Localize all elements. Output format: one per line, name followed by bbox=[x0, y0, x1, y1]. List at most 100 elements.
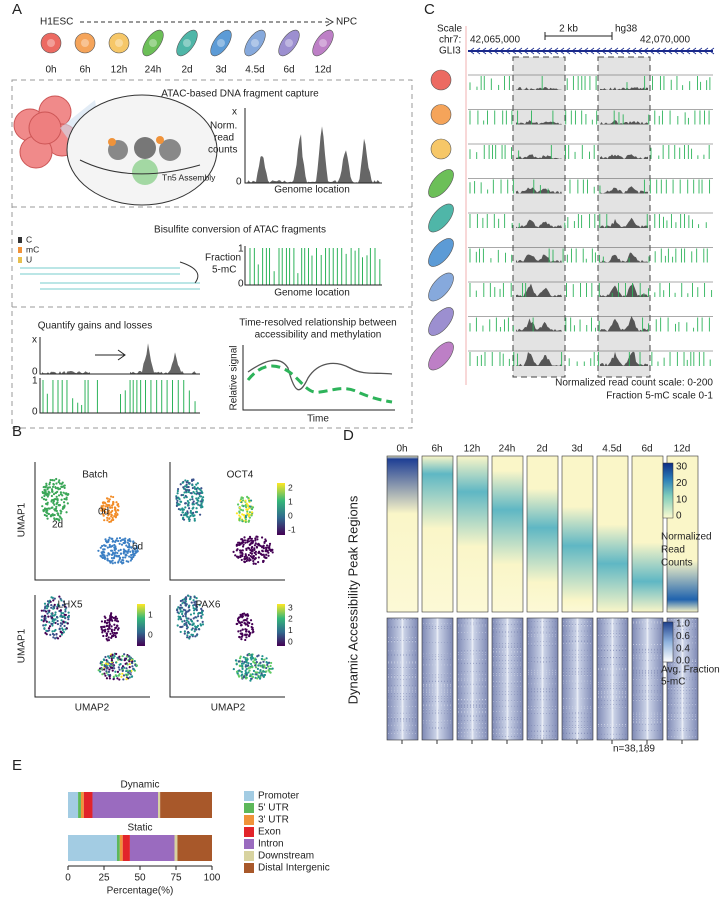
cell-point bbox=[247, 671, 250, 674]
cell-point bbox=[195, 483, 198, 486]
cell-point bbox=[246, 495, 249, 498]
cell-point bbox=[186, 499, 189, 503]
cell-point bbox=[119, 552, 123, 555]
timepoint-label: 12d bbox=[674, 444, 691, 455]
cell-point bbox=[116, 551, 119, 555]
cell-point bbox=[52, 618, 55, 621]
cell-point bbox=[100, 507, 103, 510]
cell-point bbox=[187, 488, 191, 492]
genome-tracks bbox=[428, 69, 713, 371]
cell-point bbox=[187, 610, 190, 613]
cell-point bbox=[260, 672, 263, 675]
cell-point bbox=[185, 481, 188, 484]
cell-point bbox=[259, 674, 262, 677]
cell-point bbox=[250, 537, 253, 540]
cell-point bbox=[238, 511, 241, 514]
cell-point bbox=[251, 666, 254, 669]
cell-point bbox=[256, 543, 259, 546]
cell-point bbox=[62, 620, 65, 623]
axis bbox=[39, 337, 200, 414]
cell-point bbox=[59, 491, 63, 494]
cell-point bbox=[193, 630, 196, 633]
colorbar bbox=[277, 604, 285, 646]
cell-point bbox=[62, 501, 66, 504]
cell-point bbox=[251, 673, 254, 676]
cell-point bbox=[256, 655, 259, 658]
cell-point bbox=[43, 602, 47, 605]
cell-point bbox=[190, 492, 193, 495]
cell-point bbox=[56, 619, 59, 623]
cell-point bbox=[108, 675, 111, 678]
cell-point bbox=[125, 560, 128, 563]
cell-point bbox=[184, 479, 187, 482]
y-max: 1 bbox=[238, 244, 244, 255]
coordinate: 42,070,000 bbox=[640, 35, 690, 46]
cell-point bbox=[110, 553, 114, 556]
cell-point bbox=[106, 546, 109, 549]
cell-point bbox=[121, 538, 124, 541]
cell-point bbox=[135, 664, 139, 667]
cell-point bbox=[117, 505, 120, 508]
cell-point bbox=[194, 628, 197, 631]
cell-point bbox=[114, 635, 117, 639]
cell-point bbox=[249, 619, 253, 622]
cell-point bbox=[115, 661, 118, 664]
cell-point bbox=[235, 670, 239, 673]
cell-point bbox=[63, 624, 66, 628]
cell-point bbox=[106, 519, 109, 522]
cell-point bbox=[241, 660, 244, 663]
cell-point bbox=[181, 625, 184, 628]
y-max: x bbox=[232, 107, 237, 118]
cell-point bbox=[114, 539, 118, 542]
colorbar-tick: -1 bbox=[288, 524, 296, 534]
cell-point bbox=[254, 658, 258, 661]
cell-point bbox=[116, 513, 119, 516]
cell-point bbox=[244, 541, 247, 544]
cell-point bbox=[232, 550, 235, 553]
cell-point bbox=[238, 517, 241, 520]
cell-point bbox=[192, 599, 195, 602]
y-min: 0 bbox=[32, 367, 38, 378]
cell-point bbox=[104, 505, 107, 508]
cell-point bbox=[250, 625, 253, 629]
cell-point bbox=[112, 664, 115, 668]
cell-point bbox=[245, 614, 248, 617]
cell-point bbox=[188, 516, 191, 519]
cell-point bbox=[188, 635, 191, 638]
step-title: Quantify gains and losses bbox=[38, 321, 153, 332]
cell-point bbox=[130, 553, 133, 557]
cell-point bbox=[243, 539, 247, 542]
cell-point bbox=[191, 495, 194, 498]
cell-point bbox=[241, 509, 245, 512]
cell-point bbox=[125, 655, 129, 658]
cell-point bbox=[128, 676, 131, 679]
cell-point bbox=[110, 537, 113, 540]
read-count-track bbox=[516, 315, 648, 332]
cell-point bbox=[121, 654, 124, 658]
cell-point bbox=[249, 551, 252, 554]
colorbar-label: Normalized bbox=[661, 532, 712, 543]
cell-point bbox=[250, 655, 254, 658]
nucleus bbox=[81, 39, 89, 47]
cell-point bbox=[244, 553, 247, 556]
cell-point bbox=[45, 493, 48, 496]
legend-swatch bbox=[244, 827, 254, 837]
cell-point bbox=[240, 638, 243, 641]
cell-point bbox=[55, 509, 58, 513]
cell-point bbox=[112, 616, 115, 619]
methylation-curve bbox=[246, 364, 393, 404]
step-title: ATAC-based DNA fragment capture bbox=[161, 89, 319, 100]
cell-point bbox=[62, 612, 65, 615]
cell-point bbox=[51, 630, 54, 633]
cell-point bbox=[102, 634, 105, 638]
count-label: n=38,189 bbox=[613, 744, 655, 755]
cell-point bbox=[187, 630, 190, 634]
colorbar-tick: 3 bbox=[288, 602, 293, 612]
cell-point bbox=[63, 603, 67, 606]
cell-point bbox=[185, 621, 188, 624]
cell-point bbox=[183, 632, 186, 635]
cell-point bbox=[67, 615, 70, 619]
cell-point bbox=[108, 553, 111, 556]
cell-point bbox=[52, 633, 56, 636]
cell-point bbox=[53, 513, 56, 517]
